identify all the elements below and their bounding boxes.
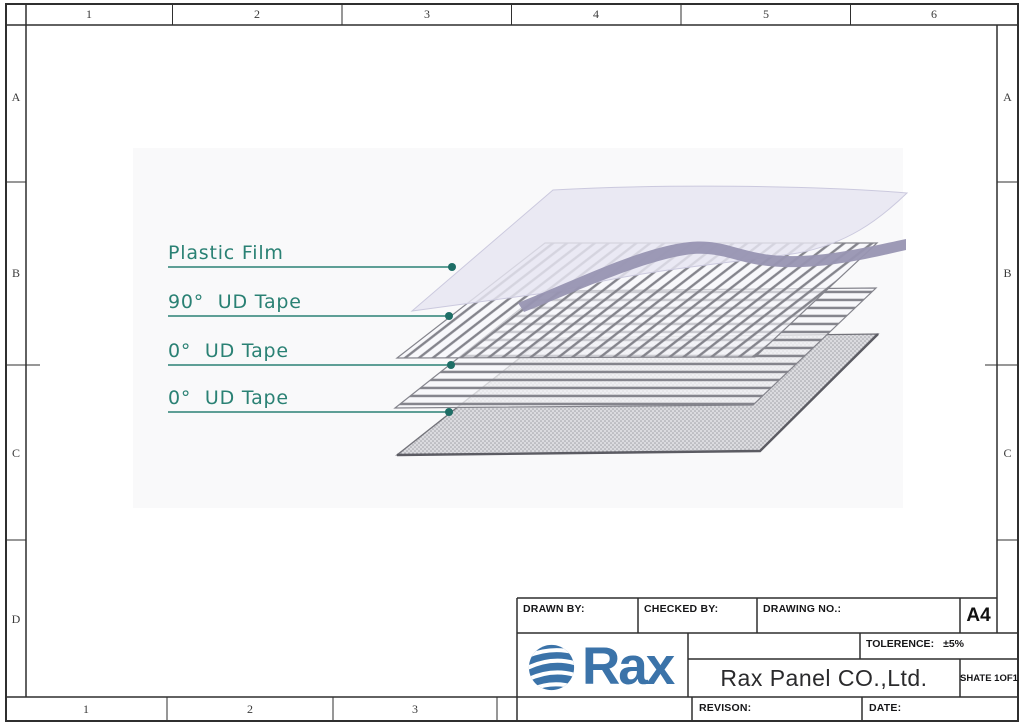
tolerance-value: ±5% [943, 638, 965, 650]
label-90-ud-tape: 90° UD Tape [168, 291, 302, 313]
leader-dot-0-ud-tape-1 [447, 361, 455, 369]
left-ruler-dividers [6, 181, 40, 541]
left-ruler-c: C [11, 446, 20, 460]
film-fold [518, 239, 906, 312]
leader-dot-plastic-film [448, 263, 456, 271]
leader-dot-90-ud-tape [445, 312, 453, 320]
right-ruler-b: B [1003, 266, 1012, 280]
left-ruler-b: B [11, 266, 20, 280]
globe-logo-icon [528, 644, 575, 690]
top-ruler-6: 6 [931, 7, 937, 21]
drawing-no-label: DRAWING NO.: [763, 603, 842, 615]
left-ruler-a: A [11, 90, 21, 104]
bottom-ruler-3: 3 [412, 702, 418, 716]
drawn-by-label: DRAWN BY: [523, 603, 585, 615]
sheet-border-grid [5, 3, 1019, 722]
revision-label: REVISON: [699, 702, 752, 714]
company-name: Rax Panel CO.,Ltd. [720, 664, 928, 691]
exploded-layer-diagram [133, 148, 909, 508]
top-ruler-3: 3 [424, 7, 430, 21]
top-ruler-5: 5 [763, 7, 769, 21]
leader-dots [445, 263, 456, 416]
label-plastic-film: Plastic Film [168, 242, 284, 264]
tolerance-field: TOLERENCE: ±5% [866, 638, 964, 650]
bottom-ruler-1: 1 [83, 702, 89, 716]
leader-dot-0-ud-tape-2 [445, 408, 453, 416]
right-ruler-c: C [1003, 446, 1012, 460]
title-block-grid [516, 597, 1018, 721]
bottom-ruler-2: 2 [247, 702, 253, 716]
sheet-number: SHATE 1OF1 [960, 672, 1018, 684]
date-label: DATE: [869, 702, 902, 714]
left-ruler-d: D [11, 612, 21, 626]
top-ruler-4: 4 [593, 7, 599, 21]
label-0-ud-tape-2: 0° UD Tape [168, 387, 289, 409]
right-ruler-a: A [1003, 90, 1012, 104]
top-ruler-2: 2 [254, 7, 260, 21]
right-ruler-dividers [985, 181, 1018, 541]
top-ruler-dividers [172, 4, 851, 25]
label-0-ud-tape-1: 0° UD Tape [168, 340, 289, 362]
logo-wordmark: Rax [582, 637, 675, 696]
ud-tape-0-layer-2-front-edge [396, 333, 879, 457]
bottom-ruler-dividers [166, 697, 498, 721]
company-logo: Rax [528, 637, 684, 696]
top-ruler-1: 1 [86, 7, 92, 21]
tolerance-label: TOLERENCE: [866, 638, 935, 650]
paper-size-badge: A4 [966, 604, 991, 626]
checked-by-label: CHECKED BY: [644, 603, 719, 615]
leader-lines [168, 266, 450, 413]
